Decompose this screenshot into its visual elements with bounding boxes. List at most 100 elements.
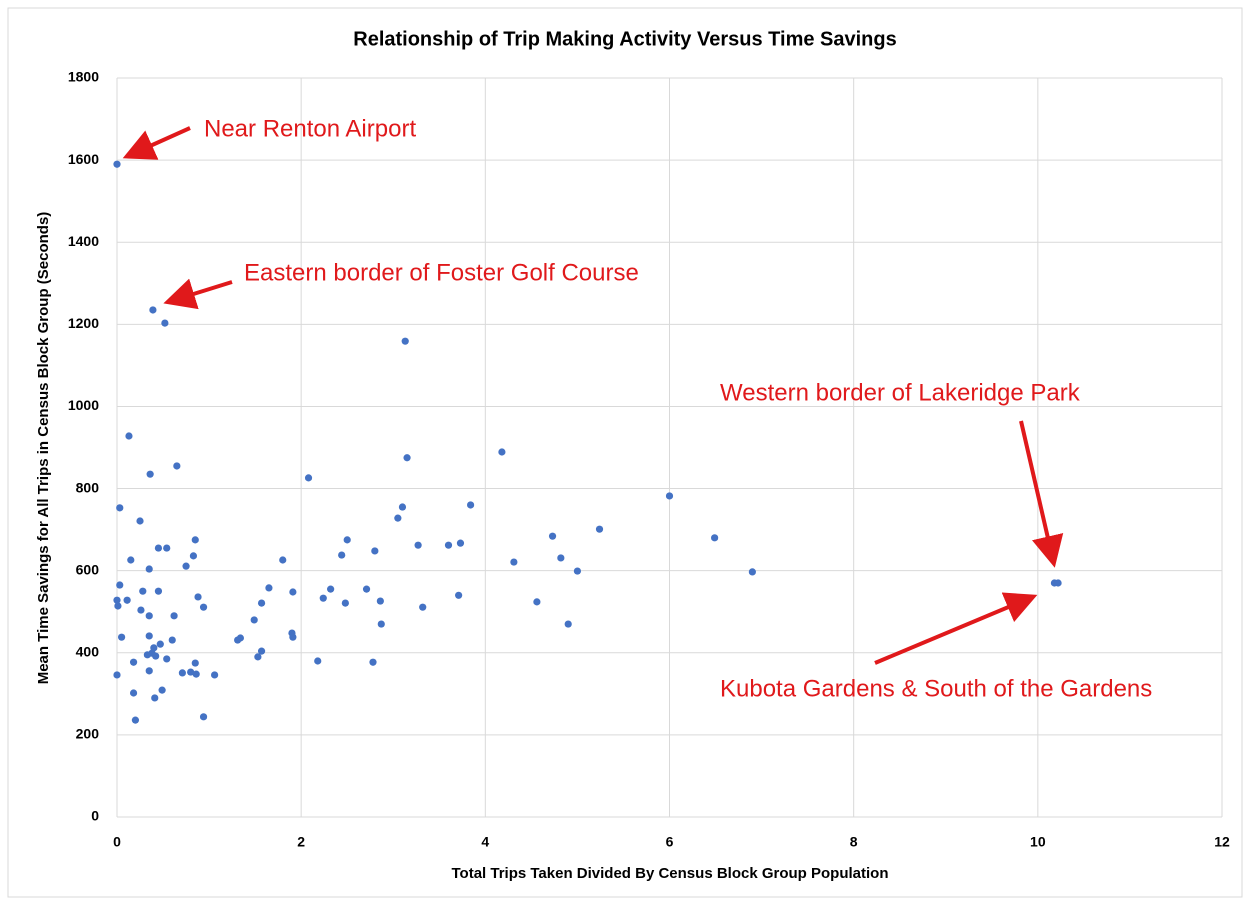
point xyxy=(145,667,153,675)
point xyxy=(398,503,407,511)
point xyxy=(254,653,262,661)
y-tick-label: 1800 xyxy=(68,69,99,85)
point xyxy=(113,160,121,168)
point xyxy=(139,587,147,595)
point xyxy=(178,669,186,677)
chart-border xyxy=(7,7,1243,898)
y-tick-label: 1000 xyxy=(68,397,99,413)
point xyxy=(595,525,604,533)
x-tick-label: 12 xyxy=(1214,834,1230,850)
point xyxy=(548,532,557,540)
x-tick-label: 8 xyxy=(850,834,858,850)
point xyxy=(163,544,171,552)
point xyxy=(191,536,199,544)
point xyxy=(211,671,219,679)
point xyxy=(327,585,335,593)
point xyxy=(394,514,402,522)
x-tick-label: 6 xyxy=(666,834,674,850)
point xyxy=(118,633,126,641)
x-tick-label: 0 xyxy=(113,834,121,850)
point xyxy=(419,603,427,611)
point xyxy=(748,568,756,576)
point xyxy=(314,657,322,665)
point xyxy=(533,598,541,606)
point xyxy=(131,716,140,724)
point xyxy=(173,462,181,470)
point xyxy=(557,554,565,562)
x-axis-label: Total Trips Taken Divided By Census Bloc… xyxy=(451,865,888,882)
point xyxy=(711,534,719,542)
point xyxy=(444,541,453,549)
point xyxy=(168,636,176,644)
annotation: Western border of Lakeridge Park xyxy=(720,379,1081,406)
point xyxy=(289,633,297,641)
annotation: Kubota Gardens & South of the Gardens xyxy=(720,675,1152,702)
point xyxy=(113,596,121,604)
point xyxy=(573,567,582,575)
point xyxy=(341,599,349,607)
point xyxy=(129,689,138,697)
point xyxy=(371,547,379,555)
y-tick-label: 400 xyxy=(76,643,100,659)
point xyxy=(145,632,153,640)
arrow xyxy=(874,592,1038,665)
point xyxy=(152,652,160,660)
y-tick-label: 0 xyxy=(91,808,99,824)
point xyxy=(145,612,153,620)
point xyxy=(343,536,351,544)
point xyxy=(403,454,411,462)
annotation: Eastern border of Foster Golf Course xyxy=(244,259,639,286)
arrow xyxy=(163,278,233,310)
point xyxy=(192,670,200,678)
y-tick-label: 600 xyxy=(76,561,100,577)
point xyxy=(319,594,327,602)
point xyxy=(338,551,346,559)
point xyxy=(236,634,244,642)
point xyxy=(194,593,202,601)
point xyxy=(401,337,409,345)
point xyxy=(137,606,145,614)
x-tick-label: 10 xyxy=(1030,834,1046,850)
point xyxy=(158,686,166,694)
y-tick-label: 1400 xyxy=(68,233,99,249)
point xyxy=(289,588,297,596)
point xyxy=(125,432,133,440)
point xyxy=(170,612,178,620)
y-tick-label: 1200 xyxy=(68,315,99,331)
point xyxy=(163,655,171,663)
chart-title: Relationship of Trip Making Activity Ver… xyxy=(353,28,896,50)
point xyxy=(257,599,266,607)
point xyxy=(154,544,163,552)
arrow xyxy=(1019,420,1064,568)
point xyxy=(189,552,198,560)
point xyxy=(145,565,153,573)
point xyxy=(182,562,190,570)
arrows xyxy=(122,126,1064,665)
point xyxy=(116,504,124,512)
point xyxy=(564,620,572,628)
annotation: Near Renton Airport xyxy=(204,115,416,142)
point xyxy=(127,556,135,564)
point xyxy=(369,658,377,666)
point xyxy=(129,658,138,666)
point xyxy=(498,448,506,456)
point xyxy=(199,603,208,611)
point xyxy=(362,585,371,593)
point xyxy=(250,616,258,624)
point xyxy=(123,596,131,604)
point xyxy=(467,501,475,509)
x-tick-label: 4 xyxy=(481,834,489,850)
point xyxy=(161,319,169,327)
point xyxy=(665,492,674,500)
point xyxy=(304,474,313,482)
x-tick-label: 2 xyxy=(297,834,305,850)
point xyxy=(456,539,465,547)
point xyxy=(279,556,287,564)
point xyxy=(146,470,154,478)
y-tick-label: 800 xyxy=(76,479,100,495)
y-tick-label: 200 xyxy=(76,726,100,742)
point xyxy=(414,541,422,549)
y-axis-label: Mean Time Savings for All Trips in Censu… xyxy=(35,212,52,685)
point xyxy=(151,694,159,702)
